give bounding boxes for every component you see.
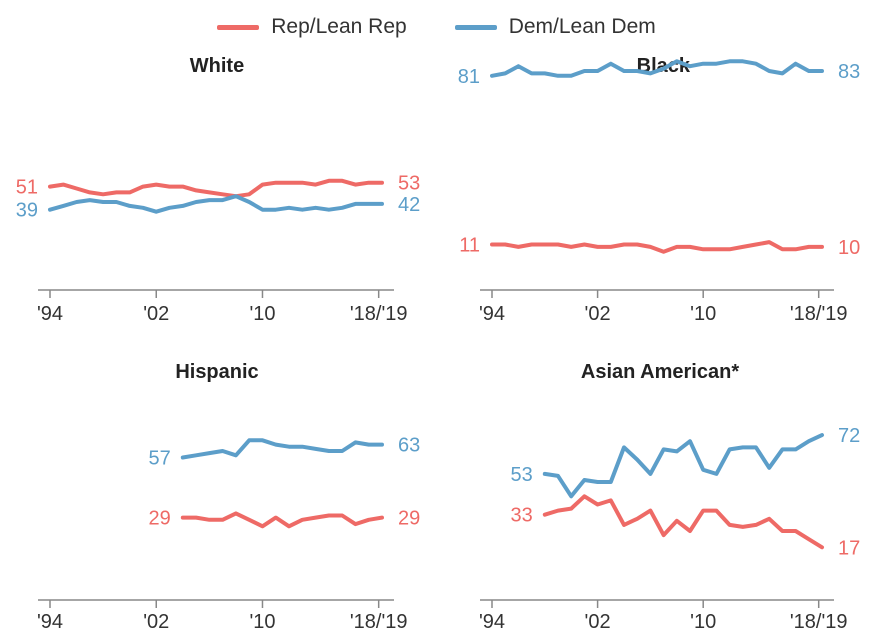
panel-asian-american-tick-label: '94 — [479, 611, 505, 633]
panel-white-tick-label: '02 — [143, 303, 169, 325]
panel-black-dem-line — [490, 59, 824, 78]
panel-black-dem-start-label: 81 — [458, 66, 480, 88]
panel-white-rep-start-label: 51 — [16, 177, 38, 199]
panel-black-tick-label: '02 — [585, 303, 611, 325]
legend-label-dem: Dem/Lean Dem — [508, 15, 656, 38]
panel-asian-american-rep-end-label: 17 — [838, 537, 860, 559]
panel-hispanic-rep-line — [180, 511, 384, 529]
legend-swatch-rep — [217, 24, 260, 30]
panel-white-dem-line — [48, 194, 384, 214]
panel-white-tick-label: '10 — [249, 303, 275, 325]
legend-swatch-dem — [454, 24, 497, 30]
panel-asian-american-dem-line — [542, 433, 824, 499]
panel-asian-american-rep-start-label: 33 — [511, 505, 533, 527]
panel-black-dem-end-label: 83 — [838, 61, 860, 83]
panel-black-rep-start-label: 11 — [459, 234, 480, 256]
panel-black-rep-end-label: 10 — [838, 237, 860, 259]
panel-asian-american-tick-label: '02 — [585, 611, 611, 633]
panel-hispanic-rep-start-label: 29 — [149, 508, 171, 530]
panel-asian-american-title: Asian American* — [581, 361, 739, 383]
panel-hispanic-tick-label: '18/'19 — [350, 611, 408, 633]
panel-black-tick-label: '10 — [690, 303, 716, 325]
panel-asian-american-tick-label: '10 — [690, 611, 716, 633]
panel-hispanic-tick-label: '02 — [143, 611, 169, 633]
panel-white-title: White — [190, 55, 244, 77]
panel-hispanic-tick-label: '10 — [249, 611, 275, 633]
panel-black-rep-line — [490, 240, 824, 254]
panel-hispanic-dem-line — [180, 438, 384, 460]
panel-white-tick-label: '18/'19 — [350, 303, 408, 325]
panel-white-rep-line — [48, 178, 384, 199]
panel-white-tick-label: '94 — [37, 303, 63, 325]
legend: Rep/Lean Rep Dem/Lean Dem — [0, 12, 873, 42]
panel-hispanic: Hispanic '94 '02 '10 '18/'19 29 29 57 63 — [37, 361, 420, 633]
panel-white-dem-end-label: 42 — [398, 194, 420, 216]
panel-hispanic-title: Hispanic — [175, 361, 258, 383]
panel-hispanic-dem-end-label: 63 — [398, 435, 420, 457]
panel-white: White '94 '02 '10 '18/'19 51 53 39 42 — [16, 55, 421, 325]
legend-item-rep: Rep/Lean Rep — [217, 15, 407, 39]
legend-label-rep: Rep/Lean Rep — [271, 15, 407, 38]
panel-asian-american-tick-label: '18/'19 — [790, 611, 848, 633]
panel-white-rep-end-label: 53 — [398, 173, 420, 195]
panel-asian-american-dem-end-label: 72 — [838, 425, 860, 447]
panel-asian-american-dem-start-label: 53 — [511, 464, 533, 486]
panel-hispanic-dem-start-label: 57 — [149, 447, 171, 469]
panel-asian-american-rep-line — [542, 494, 824, 550]
panel-asian-american: Asian American* '94 '02 '10 '18/'19 33 17 53 72 — [479, 361, 860, 633]
legend-item-dem: Dem/Lean Dem — [454, 15, 656, 39]
panel-white-dem-start-label: 39 — [16, 200, 38, 222]
panel-hispanic-tick-label: '94 — [37, 611, 63, 633]
panel-black-tick-label: '94 — [479, 303, 505, 325]
panel-hispanic-rep-end-label: 29 — [398, 508, 420, 530]
panel-black-tick-label: '18/'19 — [790, 303, 848, 325]
